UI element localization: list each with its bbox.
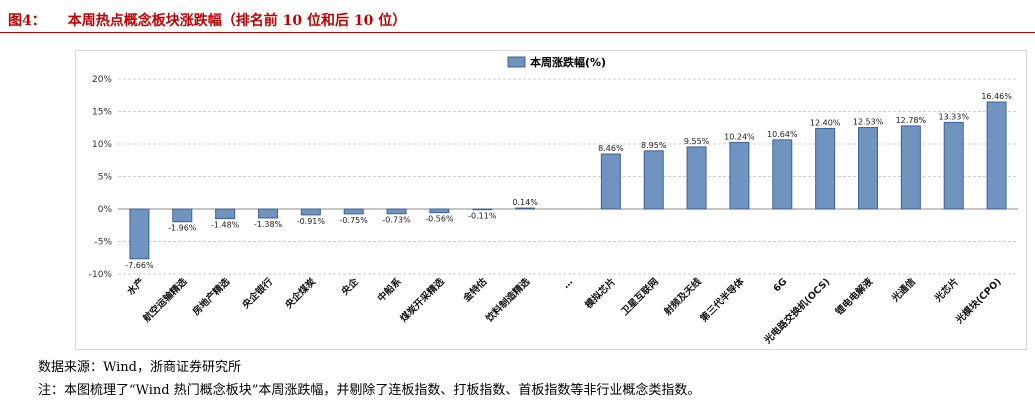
x-tick-label: 光通信	[889, 275, 919, 305]
x-tick-label: 央企银行	[240, 275, 276, 311]
value-label: 0.14%	[512, 198, 538, 207]
figure-number: 图4：	[8, 13, 46, 29]
x-tick-label: 光芯片	[931, 276, 960, 305]
footnote: 注：本图梳理了“Wind 热门概念板块”本周涨跌幅，并剔除了连板指数、打板指数、…	[38, 383, 701, 398]
x-tick-label: 模拟芯片	[583, 276, 618, 311]
x-tick-label: 锂电电解液	[833, 275, 875, 317]
x-tick-label: 中船系	[375, 275, 404, 304]
value-label: -0.75%	[340, 216, 369, 225]
x-tick-label: 央企	[339, 275, 361, 297]
value-label: -1.48%	[211, 221, 240, 230]
value-label: -0.73%	[382, 216, 411, 225]
x-tick-label: 卫星互联网	[619, 276, 661, 318]
y-tick-label: 0%	[98, 205, 113, 215]
bar	[900, 125, 921, 210]
y-tick-label: -5%	[94, 238, 112, 248]
x-tick-label: 央企煤炭	[283, 275, 319, 311]
value-label: 8.46%	[598, 144, 624, 153]
legend-label: 本周涨跌幅(%)	[530, 55, 606, 69]
figure-title-row: 图4： 本周热点概念板块涨跌幅（排名前 10 位和后 10 位）	[8, 10, 406, 30]
bar	[729, 141, 750, 210]
y-tick-label: 15%	[92, 108, 112, 118]
legend-swatch	[507, 56, 526, 68]
y-tick-label: 5%	[98, 173, 113, 183]
y-tick-label: -10%	[89, 270, 113, 280]
value-label: 8.95%	[641, 141, 667, 150]
bar-chart: -10% -5% 0% 5% 10% 15% 20% 本周涨跌幅(%) -7.66% 水产 -1.9…	[89, 55, 1018, 347]
value-label: -7.66%	[125, 261, 154, 270]
bar	[172, 208, 193, 223]
bar	[386, 208, 407, 215]
x-tick-label: 水产	[125, 275, 147, 297]
bar	[472, 208, 493, 211]
x-tick-label: 第三代半导体	[698, 275, 747, 324]
figure-title: 本周热点概念板块涨跌幅（排名前 10 位和后 10 位）	[67, 13, 407, 29]
y-tick-label: 10%	[92, 140, 112, 150]
value-label: 10.24%	[724, 132, 755, 141]
value-label: -1.96%	[168, 224, 197, 233]
x-tick-label: 房地产精选	[190, 275, 232, 317]
bar	[858, 127, 878, 210]
bar	[600, 153, 621, 210]
value-label: 9.55%	[684, 137, 710, 146]
value-label: -0.91%	[297, 217, 326, 226]
x-tick-label: 煤炭开采精选	[398, 275, 447, 324]
bar	[300, 208, 321, 216]
y-tick-label: 20%	[92, 75, 112, 85]
value-label: 12.40%	[810, 118, 841, 127]
bar	[258, 208, 278, 219]
value-label: -0.11%	[468, 212, 497, 221]
x-tick-label: 航空运输精选	[141, 275, 190, 324]
bar	[429, 208, 450, 214]
value-label: -1.38%	[254, 220, 283, 229]
bar	[772, 139, 793, 210]
x-tick-label: 金特估	[460, 275, 490, 305]
x-tick-label: …	[561, 276, 575, 290]
bar	[343, 208, 364, 215]
bar	[943, 121, 964, 210]
bar	[815, 127, 836, 210]
value-label: 12.78%	[896, 116, 927, 125]
bar	[515, 207, 536, 210]
value-label: -0.56%	[425, 215, 454, 224]
value-label: 10.64%	[767, 130, 798, 139]
value-label: 16.46%	[981, 92, 1012, 101]
bar	[129, 208, 150, 260]
bar	[643, 150, 664, 210]
value-label: 13.33%	[938, 112, 969, 121]
x-tick-label: 射频及天线	[661, 275, 704, 318]
chart-container: -10% -5% 0% 5% 10% 15% 20% 本周涨跌幅(%) -7.66% 水产 -1.9…	[75, 50, 1027, 350]
x-tick-label: 6G	[771, 276, 789, 294]
data-source-note: 数据来源：Wind，浙商证券研究所	[38, 360, 241, 375]
bar	[215, 208, 236, 220]
title-divider	[0, 32, 1035, 33]
bar	[686, 146, 707, 210]
bar	[986, 101, 1007, 210]
value-label: 12.53%	[853, 118, 884, 127]
x-tick-label: 光模块(CPO)	[953, 276, 1004, 327]
x-tick-label: 饮料制造精选	[483, 275, 533, 325]
